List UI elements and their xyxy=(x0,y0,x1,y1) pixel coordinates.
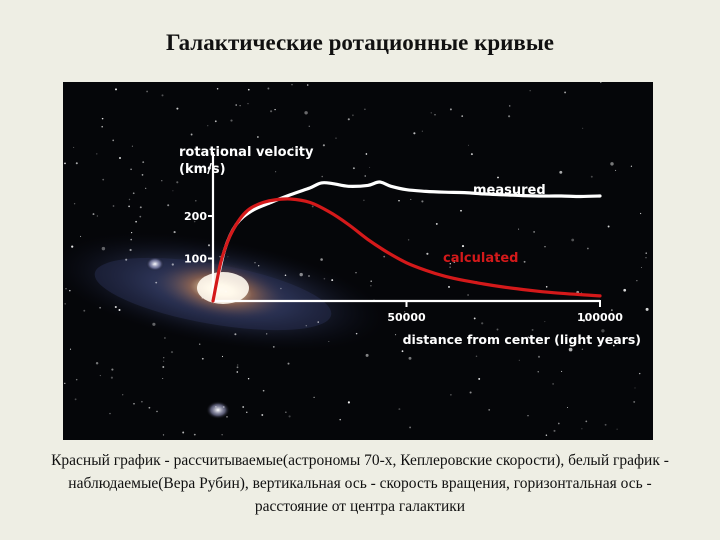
series-line-calculated xyxy=(211,197,602,303)
chart-ticks: 100 200 50000 100000 xyxy=(184,210,623,324)
x-tick-label: 100000 xyxy=(577,311,623,324)
slide-title: Галактические ротационные кривые xyxy=(165,30,555,55)
chart-series xyxy=(211,180,602,303)
x-tick-label: 50000 xyxy=(387,311,426,324)
x-axis-label: distance from center (light years) xyxy=(403,332,641,347)
series-line-measured xyxy=(211,180,602,303)
y-axis-label-line2: (km/s) xyxy=(179,162,226,177)
y-axis-label-line1: rotational velocity xyxy=(179,145,314,160)
slide-caption: Красный график - рассчитываемые(астроном… xyxy=(51,452,669,515)
rotation-curve-chart: 100 200 50000 100000 rotational velocity (k… xyxy=(63,82,649,437)
y-tick-label: 200 xyxy=(184,210,207,223)
series-label-measured: measured xyxy=(473,183,546,198)
galaxy-chart-image: 100 200 50000 100000 rotational velocity (k… xyxy=(63,82,653,440)
series-label-calculated: calculated xyxy=(443,251,518,266)
y-tick-label: 100 xyxy=(184,253,207,266)
